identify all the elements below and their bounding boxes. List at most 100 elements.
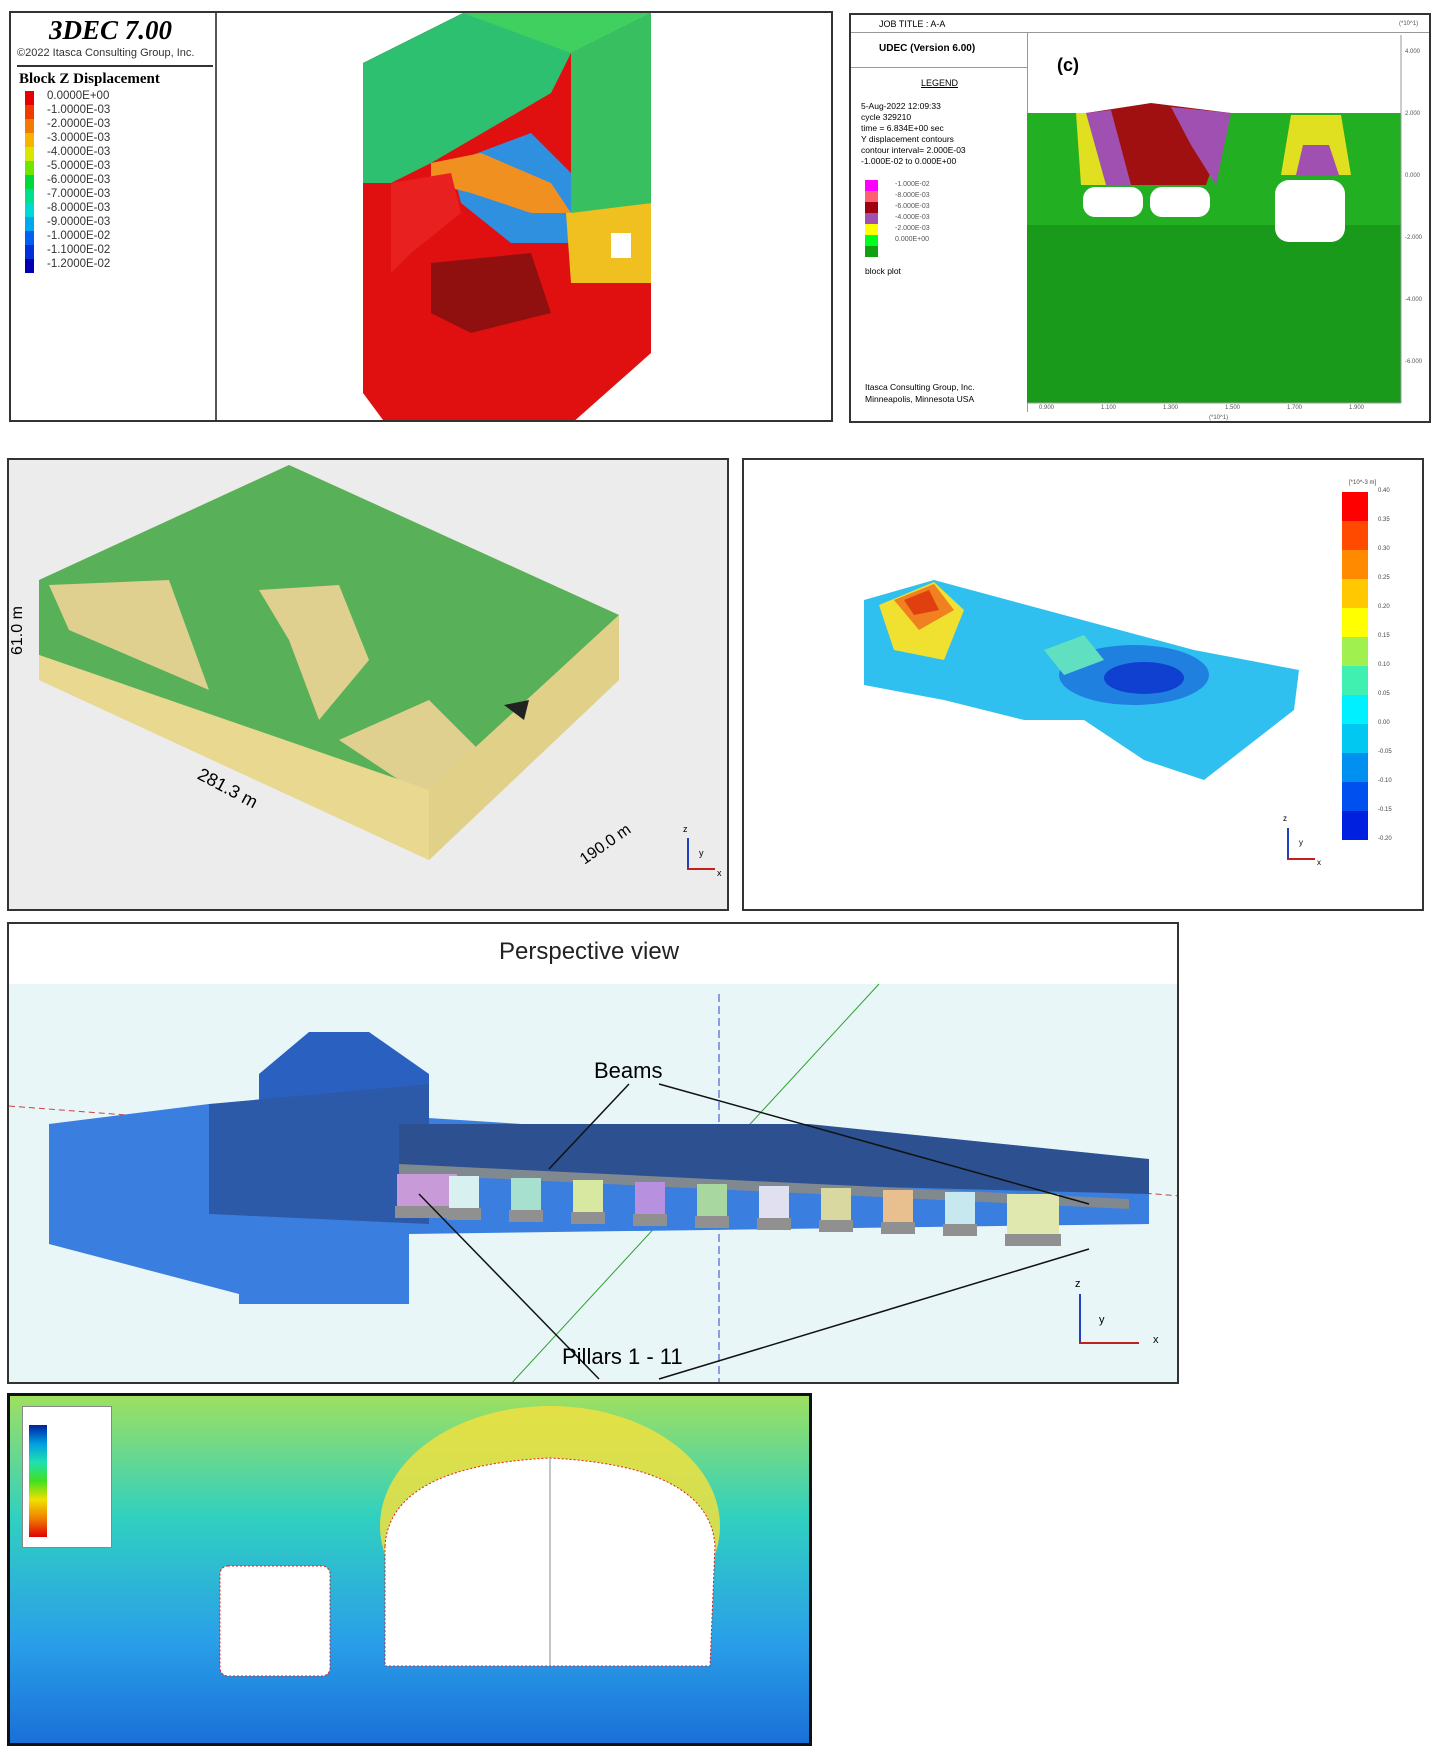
colorbar-unit: [*10^-3 m] [1349,480,1377,486]
block-model-3d [363,13,671,420]
legend-swatch [865,235,878,246]
x-tick: 1.100 [1101,405,1117,411]
x-tick: 1.300 [1163,405,1179,411]
legend-value: -5.0000E-03 [47,160,111,172]
pillar-base [1005,1234,1061,1246]
view-title: Perspective view [499,938,680,965]
legend-swatch [865,213,878,224]
axis-triad: z y x [1279,814,1329,880]
legend-value: -1.000E-02 [895,181,930,188]
panel-label: (c) [1057,55,1079,75]
divider [851,67,1027,68]
legend-value: -7.0000E-03 [47,188,111,200]
axis-x: x [1317,858,1321,867]
colorbar-segment [1342,608,1368,637]
copyright: ©2022 Itasca Consulting Group, Inc. [17,47,195,59]
udec-contour-plot [1027,35,1402,404]
y-tick: -6.000 [1405,359,1423,365]
legend-value: -6.000E-03 [895,203,930,210]
footer-line1: Itasca Consulting Group, Inc. [865,382,975,392]
x-ticks: 0.900 1.100 1.300 1.500 1.700 1.900 [851,405,1429,419]
tunnel-model [9,983,1177,1382]
legend-info-line: contour interval= 2.000E-03 [861,145,966,155]
legend-heading: LEGEND [921,78,959,88]
legend-swatch [25,175,34,189]
pillar [945,1192,975,1224]
pillar-base [571,1212,605,1224]
colorbar-segment [1342,811,1368,840]
legend-info-line: -1.000E-02 to 0.000E+00 [861,156,957,166]
panel-3dec-block-displacement: 3DEC 7.00 ©2022 Itasca Consulting Group,… [9,11,833,422]
legend-value: -1.0000E-03 [47,104,111,116]
colorbar-segment [1342,492,1368,521]
legend-swatch [25,189,34,203]
x-tick: 1.700 [1287,405,1303,411]
legend-swatch [25,217,34,231]
colorbar-segment [1342,579,1368,608]
axis-triad: z y x [1069,1278,1159,1354]
callout-arrow [418,1193,600,1380]
legend-value: -9.0000E-03 [47,216,111,228]
legend-swatch [865,180,878,191]
pillar-base [943,1224,977,1236]
tunnel-cross-section [219,1406,720,1677]
label-pillars: Pillars 1 - 11 [562,1344,683,1369]
colorbar-value: 0.00 [1378,720,1390,726]
panel-displacement-contour: [*10^-3 m] 0.40 0.35 0.30 0.25 0.20 0.15 0.10 0… [742,458,1424,911]
pillar-base [757,1218,791,1230]
colorbar-segment [1342,695,1368,724]
axis-x: x [717,868,722,878]
colorbar-segment [1342,666,1368,695]
legend-value: -2.0000E-03 [47,118,111,130]
axis-y: y [1299,838,1303,847]
pillar [397,1174,457,1206]
legend-value: -8.000E-03 [895,192,930,199]
pillar-base [509,1210,543,1222]
axis-z: z [1075,1278,1081,1290]
y-tick: 4.000 [1405,49,1421,55]
legend-value: -6.0000E-03 [47,174,111,186]
legend-info-line: cycle 329210 [861,112,912,122]
legend-swatch [865,202,878,213]
legend-info: 5-Aug-2022 12:09:33 cycle 329210 time = 6.… [861,101,966,167]
pillar [1007,1194,1059,1234]
divider [17,65,213,67]
legend-value: 0.000E+00 [895,236,930,243]
colorbar-segment [1342,637,1368,666]
colorbar-segment [1342,724,1368,753]
legend-swatch [25,259,34,273]
pillar [697,1184,727,1216]
colorbar-value: 0.35 [1378,517,1390,523]
pillar-base [881,1222,915,1234]
legend-value: -4.0000E-03 [47,146,111,158]
x-unit: (*10^1) [1209,415,1229,421]
legend-swatch [865,224,878,235]
legend-swatch [865,246,878,257]
legend-value: -4.000E-03 [895,214,930,221]
legend-swatch [25,147,34,161]
colorbar-value: -0.15 [1378,807,1392,813]
y-tick: 2.000 [1405,111,1421,117]
legend-info-line: Y displacement contours [861,134,954,144]
x-tick: 0.900 [1039,405,1055,411]
axis-triad: z y x [679,824,727,890]
y-ticks: 4.000 2.000 0.000 -2.000 -4.000 -6.000 [1405,15,1429,415]
colorbar-segment [1342,521,1368,550]
colorbar-segment [1342,753,1368,782]
panel-perspective-view: Perspective view Beams Pillars 1 - 11 z … [7,922,1179,1384]
pillar [635,1182,665,1214]
colorbar-value: 0.05 [1378,691,1390,697]
panel-tunnel-support-stress [7,1393,812,1746]
job-title: JOB TITLE : A-A [879,19,946,29]
version: UDEC (Version 6.00) [879,43,976,54]
colorbar-value: 0.10 [1378,662,1390,668]
contour-legend [22,1406,112,1548]
colorbar-value: 0.40 [1378,488,1390,494]
pillar-base [395,1206,459,1218]
divider [851,32,1429,33]
y-tick: -2.000 [1405,235,1423,241]
colorbar-value: -0.05 [1378,749,1392,755]
terrain-mesh-model [39,465,619,860]
pillar [449,1176,479,1208]
legend-value: -2.000E-03 [895,225,930,232]
